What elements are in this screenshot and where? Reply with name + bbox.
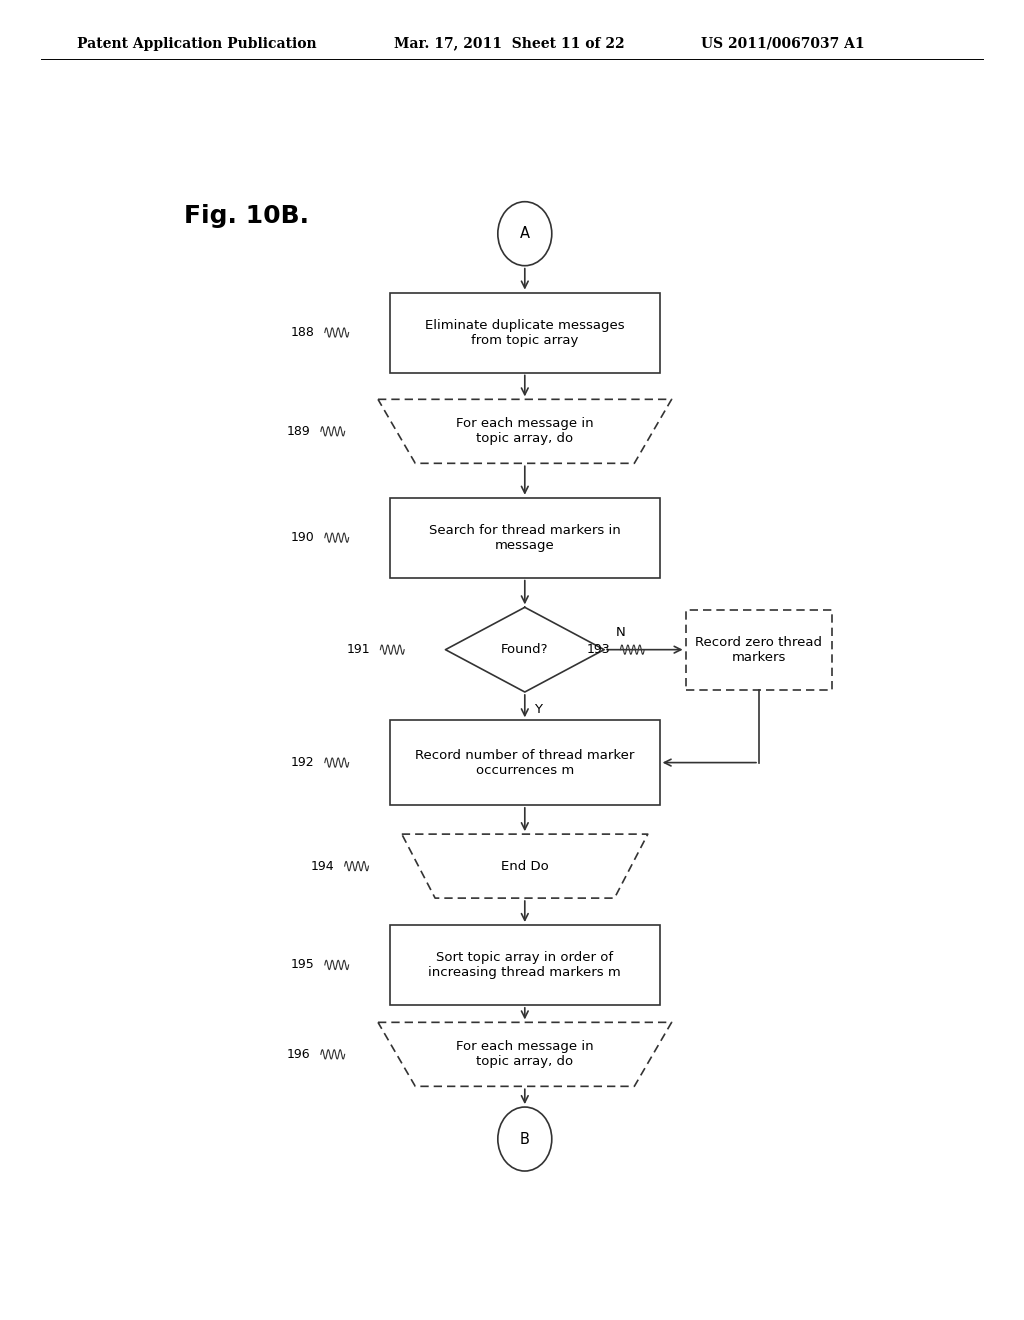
Text: 191: 191 xyxy=(346,643,370,656)
Circle shape xyxy=(498,202,552,265)
Text: Record number of thread marker
occurrences m: Record number of thread marker occurrenc… xyxy=(415,748,635,776)
Text: 189: 189 xyxy=(287,425,310,438)
Text: Patent Application Publication: Patent Application Publication xyxy=(77,37,316,50)
Text: N: N xyxy=(616,626,626,639)
Text: 188: 188 xyxy=(291,326,314,339)
Text: US 2011/0067037 A1: US 2011/0067037 A1 xyxy=(701,37,865,50)
FancyBboxPatch shape xyxy=(685,610,833,689)
Text: End Do: End Do xyxy=(501,859,549,873)
Text: 196: 196 xyxy=(287,1048,310,1061)
Text: Sort topic array in order of
increasing thread markers m: Sort topic array in order of increasing … xyxy=(428,950,622,979)
Text: 194: 194 xyxy=(310,859,334,873)
FancyBboxPatch shape xyxy=(390,721,659,805)
Text: 195: 195 xyxy=(291,958,314,972)
FancyBboxPatch shape xyxy=(390,498,659,578)
Text: For each message in
topic array, do: For each message in topic array, do xyxy=(456,417,594,445)
Text: Y: Y xyxy=(535,704,543,717)
Text: For each message in
topic array, do: For each message in topic array, do xyxy=(456,1040,594,1068)
Text: Search for thread markers in
message: Search for thread markers in message xyxy=(429,524,621,552)
Circle shape xyxy=(498,1107,552,1171)
Text: Fig. 10B.: Fig. 10B. xyxy=(183,205,308,228)
Text: 192: 192 xyxy=(291,756,314,770)
Text: A: A xyxy=(520,226,529,242)
FancyBboxPatch shape xyxy=(390,293,659,372)
FancyBboxPatch shape xyxy=(390,925,659,1005)
Text: B: B xyxy=(520,1131,529,1147)
Text: 190: 190 xyxy=(291,531,314,544)
Text: 193: 193 xyxy=(587,643,610,656)
Text: Eliminate duplicate messages
from topic array: Eliminate duplicate messages from topic … xyxy=(425,318,625,347)
Text: Mar. 17, 2011  Sheet 11 of 22: Mar. 17, 2011 Sheet 11 of 22 xyxy=(394,37,625,50)
Text: Found?: Found? xyxy=(501,643,549,656)
Text: Record zero thread
markers: Record zero thread markers xyxy=(695,636,822,664)
